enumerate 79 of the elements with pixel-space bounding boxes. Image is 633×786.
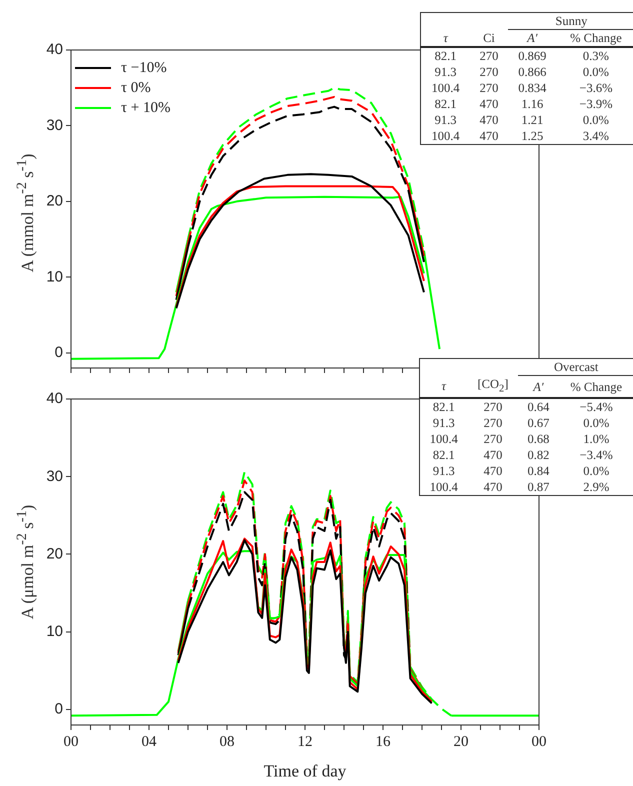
y-tick-label: 10 <box>46 623 63 640</box>
annotation: 0.87 <box>526 479 550 496</box>
text: A′ <box>508 30 557 47</box>
text: 3.4% <box>582 128 610 144</box>
x-tick-label: 12 <box>298 734 312 750</box>
annotation: 91.3 <box>434 112 458 128</box>
annotation: 470 <box>478 112 500 128</box>
annotation: 100.4 <box>428 479 459 496</box>
x-tick-label: 08 <box>220 734 234 750</box>
annotation: 82.1 <box>434 48 458 64</box>
annotation: 1.21 <box>520 112 544 128</box>
annotation: 470 <box>482 479 504 496</box>
annotation: 100.4 <box>430 128 461 144</box>
annotation: 91.3 <box>434 64 458 80</box>
text: 0.0% <box>582 415 610 431</box>
annotation: 0.866 <box>517 64 548 80</box>
y-tick-label: 0 <box>54 700 63 718</box>
x-axis-title: Time of day <box>264 761 347 780</box>
x-tick-label: 16 <box>376 734 391 750</box>
annotation: 470 <box>482 463 504 479</box>
annotation: 1.25 <box>520 128 544 144</box>
text: 0.0% <box>582 463 610 479</box>
annotation: 100.4 <box>430 80 461 96</box>
y-tick-label: 10 <box>46 268 63 286</box>
text: Sunny <box>508 12 633 30</box>
annotation: 270 <box>478 80 500 96</box>
x-tick-label: 04 <box>142 734 157 750</box>
text: −3.4% <box>578 447 614 463</box>
text: [CO$_{2}$] <box>468 376 518 398</box>
annotation: 0.82 <box>526 447 550 463</box>
x-tick-label: 20 <box>454 734 468 750</box>
legend-label: τ + 10% <box>121 100 170 116</box>
y-tick-label: 40 <box>46 41 63 58</box>
annotation: 0.869 <box>517 48 548 64</box>
y-tick-label: 20 <box>46 545 63 562</box>
annotation: 270 <box>482 399 504 415</box>
annotation: 82.1 <box>434 96 458 112</box>
text: Ci <box>470 30 508 47</box>
annotation: 82.1 <box>432 447 456 463</box>
annotation: 270 <box>482 431 504 447</box>
annotation: 0.834 <box>517 80 548 96</box>
x-tick-label: 00 <box>532 734 546 750</box>
annotation: 91.3 <box>432 463 456 479</box>
y-tick-label: 30 <box>46 468 63 485</box>
annotation: 91.3 <box>432 415 456 431</box>
annotation: 0.67 <box>526 415 550 431</box>
y-tick-label: 40 <box>46 390 63 408</box>
text: 0.0% <box>582 64 610 80</box>
text: −5.4% <box>578 399 614 415</box>
y-tick-label: 30 <box>46 116 63 134</box>
text: % Change <box>558 376 633 398</box>
annotation: 270 <box>482 415 504 431</box>
annotation: 470 <box>478 96 500 112</box>
text: 0.3% <box>582 48 610 64</box>
text: τ <box>420 30 470 47</box>
legend-label: τ 0% <box>121 80 151 96</box>
x-tick-label: 00 <box>64 734 78 750</box>
annotation: 470 <box>482 447 504 463</box>
text: 1.0% <box>582 431 610 447</box>
text: τ <box>420 376 468 398</box>
annotation: 0.68 <box>526 431 550 447</box>
annotation: 82.1 <box>432 399 456 415</box>
annotation: 470 <box>478 128 500 144</box>
text: % Change <box>556 30 633 47</box>
y-tick-label: 20 <box>46 192 63 210</box>
annotation: 0.64 <box>526 399 550 415</box>
annotation: 270 <box>478 64 500 80</box>
annotation: 1.16 <box>520 96 544 112</box>
y-tick-label: 0 <box>54 344 63 361</box>
annotation: 270 <box>478 48 500 64</box>
text: 2.9% <box>582 479 610 496</box>
annotation: 0.84 <box>526 463 550 479</box>
text: Overcast <box>518 358 633 376</box>
text: −3.6% <box>578 80 614 96</box>
legend-label: τ −10% <box>121 60 167 76</box>
text: A′ <box>518 376 558 398</box>
text: 0.0% <box>582 112 610 128</box>
annotation: 100.4 <box>428 431 459 447</box>
text: −3.9% <box>578 96 614 112</box>
